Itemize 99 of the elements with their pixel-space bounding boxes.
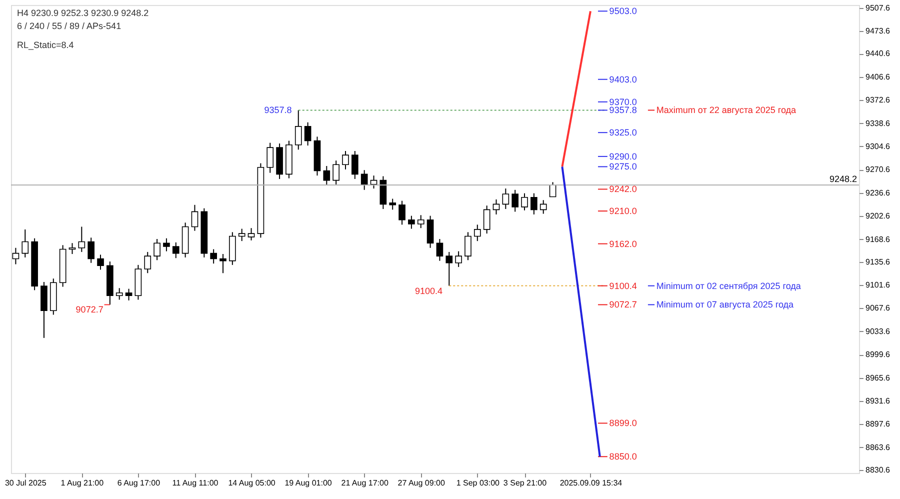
candlestick bbox=[436, 238, 444, 262]
ref-line-label: 9248.2 bbox=[829, 174, 857, 184]
ref-line-label: 9357.8 bbox=[609, 105, 637, 116]
x-tick-label: 1 Sep 03:00 bbox=[456, 478, 500, 488]
candlestick bbox=[248, 228, 255, 241]
candlestick bbox=[332, 160, 340, 185]
candlestick bbox=[417, 214, 424, 229]
candlestick bbox=[502, 188, 510, 210]
y-tick-label: 9135.6 bbox=[866, 257, 891, 266]
y-tick-label: 8830.6 bbox=[866, 465, 891, 474]
ref-line-label: Maximum от 22 августа 2025 года bbox=[656, 105, 796, 116]
y-tick-label: 8931.6 bbox=[866, 396, 891, 406]
candlestick bbox=[389, 198, 396, 210]
y-tick-label: 9033.6 bbox=[866, 326, 891, 336]
candlestick bbox=[464, 232, 472, 261]
candlestick bbox=[398, 200, 406, 226]
annotation: RL_Static=8.4 bbox=[17, 40, 74, 50]
candlestick bbox=[540, 200, 547, 214]
candlestick bbox=[455, 250, 462, 268]
candlestick bbox=[492, 198, 500, 215]
candlestick bbox=[144, 251, 152, 274]
candlestick bbox=[521, 192, 528, 211]
candlestick bbox=[380, 176, 387, 210]
ref-line-label: Minimum от 07 августа 2025 года bbox=[656, 300, 794, 310]
ref-line-label: 9290.0 bbox=[609, 151, 637, 162]
y-tick-label: 9406.6 bbox=[866, 72, 891, 82]
x-tick-label: 3 Sep 21:00 bbox=[503, 478, 548, 488]
ref-line-label: 9370.0 bbox=[609, 96, 637, 107]
annotation: 6 / 240 / 55 / 89 / APs-541 bbox=[17, 21, 122, 31]
y-tick-label: 9440.6 bbox=[866, 49, 891, 58]
y-tick-label: 9507.6 bbox=[866, 4, 891, 12]
y-tick-label: 9473.6 bbox=[866, 26, 891, 36]
candlestick bbox=[351, 150, 358, 180]
candlestick bbox=[22, 228, 29, 258]
x-tick-label: 1 Aug 21:00 bbox=[60, 478, 104, 488]
ref-line-label: 9100.4 bbox=[415, 286, 443, 296]
candlestick bbox=[323, 166, 330, 186]
ref-line-label: 9403.0 bbox=[609, 74, 637, 84]
candlestick bbox=[512, 189, 519, 212]
candlestick bbox=[304, 122, 312, 146]
candlestick bbox=[116, 288, 123, 300]
candlestick bbox=[266, 142, 274, 174]
y-tick-label: 9372.6 bbox=[866, 96, 891, 105]
ref-line-label: 9100.4 bbox=[609, 280, 637, 291]
ref-line-label: 8850.0 bbox=[609, 452, 637, 462]
y-tick-label: 9304.6 bbox=[866, 142, 891, 151]
candlestick bbox=[530, 192, 538, 215]
y-tick-label: 8999.6 bbox=[866, 350, 891, 360]
candlestick bbox=[68, 242, 76, 255]
ref-line-label: 9162.0 bbox=[609, 238, 637, 249]
ref-line-label: 8899.0 bbox=[609, 418, 637, 428]
candlestick bbox=[154, 238, 160, 261]
ref-line-label: 9275.0 bbox=[609, 162, 637, 172]
candlestick bbox=[426, 215, 434, 248]
ref-line-label: 9072.7 bbox=[76, 304, 104, 315]
candlestick bbox=[238, 228, 246, 242]
y-tick-label: 9202.6 bbox=[866, 212, 891, 221]
candlestick bbox=[360, 170, 368, 190]
y-tick-label: 9236.6 bbox=[866, 188, 891, 198]
candlestick bbox=[342, 150, 349, 170]
x-tick-label: 11 Aug 11:00 bbox=[172, 478, 219, 488]
candlestick bbox=[97, 254, 104, 270]
candlestick bbox=[210, 248, 217, 264]
x-tick-label: 2025.09.09 15:34 bbox=[560, 478, 623, 488]
x-tick-label: 6 Aug 17:00 bbox=[117, 478, 161, 488]
y-tick-label: 9270.6 bbox=[866, 165, 891, 174]
ref-line-label: Minimum от 02 сентября 2025 года bbox=[656, 280, 801, 291]
ref-line-label: 9242.0 bbox=[609, 184, 637, 194]
ref-line-label: 9503.0 bbox=[609, 6, 637, 16]
y-tick-label: 9168.6 bbox=[866, 234, 891, 244]
candlestick bbox=[12, 247, 20, 265]
y-tick-label: 9338.6 bbox=[866, 118, 891, 128]
candlestick bbox=[474, 224, 481, 242]
x-tick-label: 21 Aug 17:00 bbox=[341, 478, 389, 488]
x-tick-label: 14 Aug 05:00 bbox=[228, 478, 276, 488]
ref-line-label: 9072.7 bbox=[609, 300, 637, 310]
y-tick-label: 8863.6 bbox=[866, 442, 891, 452]
candlestick bbox=[125, 288, 132, 301]
candlestick bbox=[88, 237, 95, 264]
y-tick-label: 8965.6 bbox=[866, 373, 891, 382]
y-tick-label: 9101.6 bbox=[866, 280, 891, 290]
ref-line-label: 9210.0 bbox=[609, 206, 637, 216]
ref-line-label: 9357.8 bbox=[264, 105, 292, 116]
candlestick bbox=[220, 254, 226, 274]
candlestick bbox=[294, 110, 302, 150]
candlestick bbox=[483, 205, 490, 234]
x-tick-label: 30 Jul 2025 bbox=[4, 478, 47, 488]
annotation: H4 9230.9 9252.3 9230.9 9248.2 bbox=[17, 8, 149, 18]
candlestick bbox=[163, 238, 170, 252]
y-tick-label: 9067.6 bbox=[866, 304, 891, 313]
candlestick bbox=[408, 215, 415, 230]
candlestick bbox=[172, 242, 180, 259]
x-tick-label: 19 Aug 01:00 bbox=[284, 478, 332, 488]
x-tick-label: 27 Aug 09:00 bbox=[398, 478, 446, 488]
candlestick bbox=[78, 226, 86, 252]
y-tick-label: 8897.6 bbox=[866, 420, 891, 429]
ref-line-label: 9325.0 bbox=[609, 128, 637, 138]
candlestick bbox=[191, 204, 198, 232]
candlestick bbox=[446, 251, 453, 286]
